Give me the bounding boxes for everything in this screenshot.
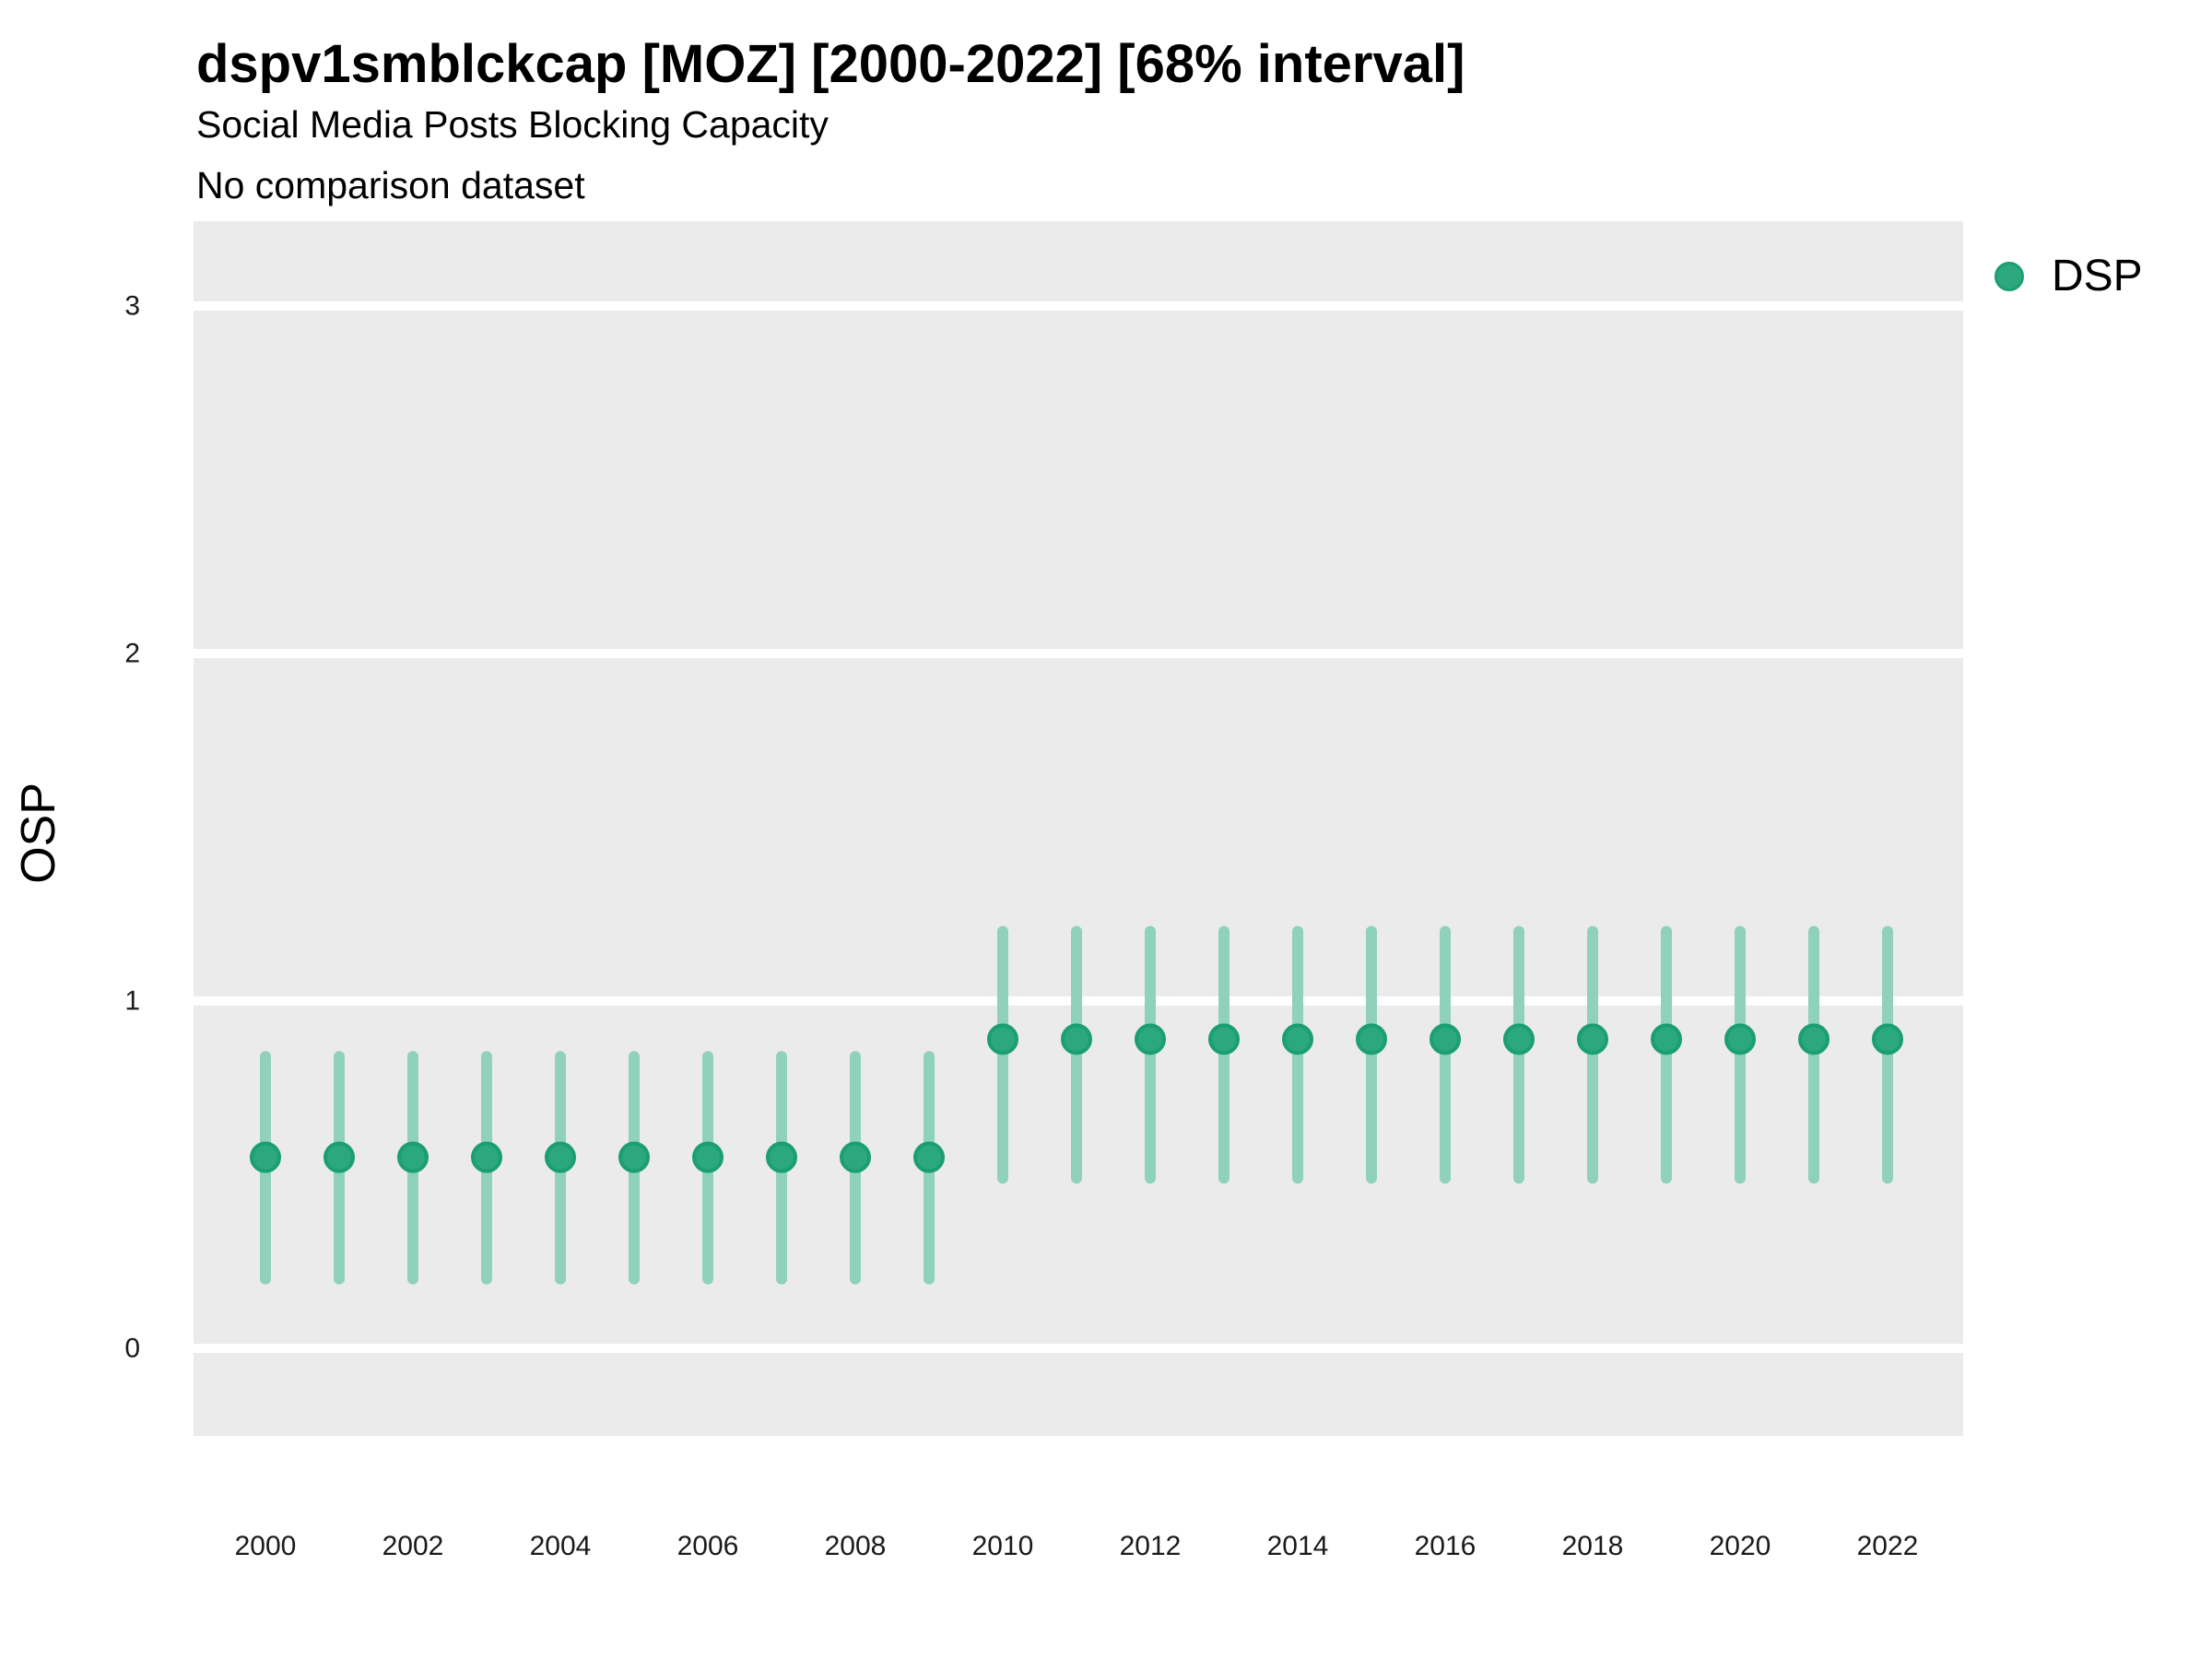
data-point-2018 (1577, 1023, 1608, 1055)
chart-comparison-note: No comparison dataset (196, 164, 585, 206)
legend-point-icon (1994, 261, 2024, 291)
data-point-2008 (840, 1141, 871, 1173)
data-point-2001 (324, 1141, 355, 1173)
data-point-2002 (397, 1141, 429, 1173)
gridline-y-0 (194, 1344, 1963, 1353)
data-point-2003 (471, 1141, 502, 1173)
x-tick-label-2006: 2006 (677, 1531, 739, 1561)
data-point-2013 (1208, 1023, 1240, 1055)
data-point-2012 (1135, 1023, 1166, 1055)
x-tick-label-2002: 2002 (382, 1531, 444, 1561)
x-tick-label-2012: 2012 (1120, 1531, 1182, 1561)
y-tick-label-3: 3 (124, 291, 140, 322)
y-tick-label-2: 2 (124, 639, 140, 669)
data-point-2022 (1872, 1023, 1903, 1055)
x-tick-label-2022: 2022 (1857, 1531, 1919, 1561)
gridline-y-2 (194, 649, 1963, 658)
x-tick-label-2010: 2010 (972, 1531, 1034, 1561)
y-tick-label-1: 1 (124, 986, 140, 1017)
data-point-2011 (1061, 1023, 1092, 1055)
data-point-2006 (692, 1141, 724, 1173)
x-tick-label-2014: 2014 (1267, 1531, 1329, 1561)
data-point-2000 (250, 1141, 281, 1173)
data-point-2020 (1724, 1023, 1756, 1055)
x-tick-label-2004: 2004 (530, 1531, 592, 1561)
legend-label: DSP (2052, 252, 2143, 300)
data-point-2014 (1282, 1023, 1313, 1055)
x-tick-label-2020: 2020 (1710, 1531, 1771, 1561)
data-point-2010 (987, 1023, 1018, 1055)
data-point-2019 (1651, 1023, 1682, 1055)
chart-subtitle: Social Media Posts Blocking Capacity (196, 103, 829, 146)
y-tick-label-0: 0 (124, 1334, 140, 1364)
data-point-2004 (545, 1141, 576, 1173)
data-point-2005 (618, 1141, 650, 1173)
data-point-2007 (766, 1141, 797, 1173)
x-tick-label-2000: 2000 (235, 1531, 297, 1561)
data-point-2021 (1798, 1023, 1830, 1055)
data-point-2016 (1430, 1023, 1461, 1055)
data-point-2015 (1356, 1023, 1387, 1055)
chart-title: dspv1smblckcap [MOZ] [2000-2022] [68% in… (196, 34, 1465, 94)
x-tick-label-2008: 2008 (825, 1531, 887, 1561)
data-point-2017 (1503, 1023, 1535, 1055)
panel-background (194, 221, 1963, 1436)
data-point-2009 (913, 1141, 945, 1173)
legend: DSP (1994, 251, 2143, 301)
gridline-y-3 (194, 301, 1963, 311)
x-tick-label-2018: 2018 (1562, 1531, 1624, 1561)
x-tick-label-2016: 2016 (1415, 1531, 1477, 1561)
